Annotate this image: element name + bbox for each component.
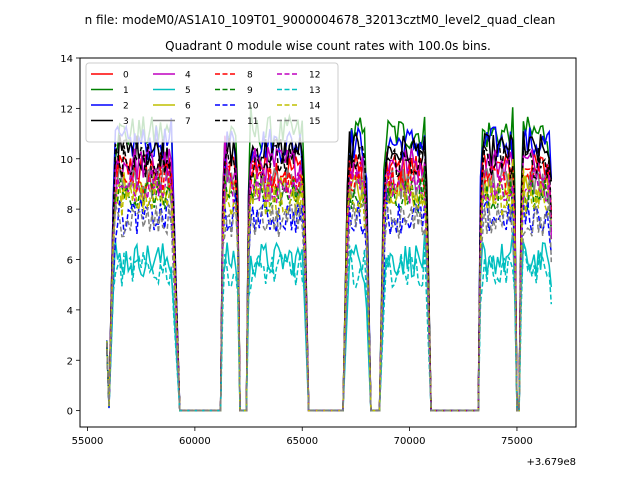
legend-label-2: 2 xyxy=(123,102,129,112)
legend-label-4: 4 xyxy=(185,71,191,81)
y-tick-label: 10 xyxy=(60,155,73,166)
y-tick-label: 8 xyxy=(67,205,73,216)
x-tick-label: 65000 xyxy=(286,436,318,447)
legend-label-7: 7 xyxy=(185,117,191,127)
series-line-15 xyxy=(106,196,553,412)
y-tick-label: 4 xyxy=(67,306,73,317)
legend-label-8: 8 xyxy=(247,71,253,81)
legend-label-6: 6 xyxy=(185,102,191,112)
legend-label-15: 15 xyxy=(309,117,320,127)
x-tick-label: 60000 xyxy=(179,436,211,447)
legend-label-5: 5 xyxy=(185,86,191,96)
plot-frame xyxy=(79,57,577,428)
legend-label-1: 1 xyxy=(123,86,129,96)
y-tick-label: 2 xyxy=(67,356,73,367)
legend-label-9: 9 xyxy=(247,86,253,96)
x-tick-label: 55000 xyxy=(72,436,104,447)
y-tick-label: 6 xyxy=(67,256,73,267)
x-tick-label: 75000 xyxy=(501,436,533,447)
y-tick-label: 12 xyxy=(60,104,73,115)
y-tick-label: 14 xyxy=(60,54,73,65)
series-layer xyxy=(106,105,553,412)
legend-label-12: 12 xyxy=(309,71,320,81)
y-tick-label: 0 xyxy=(67,407,73,418)
legend-label-13: 13 xyxy=(309,86,320,96)
legend-label-14: 14 xyxy=(309,102,321,112)
legend-label-3: 3 xyxy=(123,117,129,127)
chart-suptitle: n file: modeM0/AS1A10_109T01_9000004678_… xyxy=(85,13,556,27)
legend-label-0: 0 xyxy=(123,71,129,81)
chart-title: Quadrant 0 module wise count rates with … xyxy=(165,39,491,53)
legend-label-11: 11 xyxy=(247,117,258,127)
legend-box xyxy=(85,62,339,143)
x-tick-label: 70000 xyxy=(394,436,426,447)
x-offset-label: +3.679e8 xyxy=(526,457,576,468)
legend-label-10: 10 xyxy=(247,102,259,112)
